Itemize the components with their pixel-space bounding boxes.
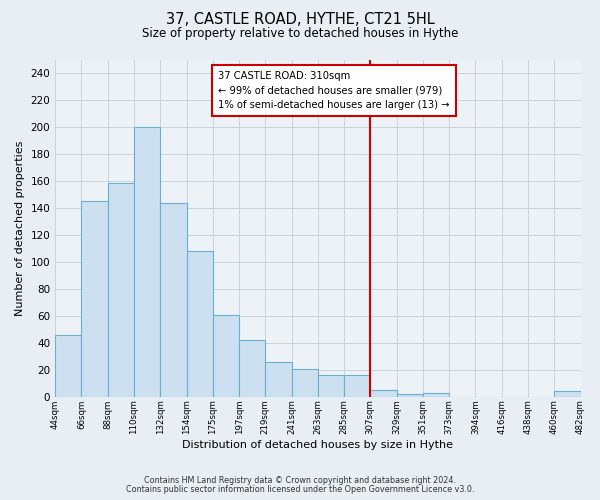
X-axis label: Distribution of detached houses by size in Hythe: Distribution of detached houses by size …	[182, 440, 454, 450]
Bar	[134, 128, 160, 397]
Bar	[55, 335, 82, 397]
Bar	[108, 182, 134, 397]
Bar	[423, 393, 449, 397]
Bar	[292, 368, 318, 397]
Text: 37, CASTLE ROAD, HYTHE, CT21 5HL: 37, CASTLE ROAD, HYTHE, CT21 5HL	[166, 12, 434, 28]
Bar	[397, 394, 423, 397]
Bar	[344, 375, 370, 397]
Bar	[160, 203, 187, 397]
Bar	[187, 252, 213, 397]
Bar	[318, 375, 344, 397]
Text: 37 CASTLE ROAD: 310sqm
← 99% of detached houses are smaller (979)
1% of semi-det: 37 CASTLE ROAD: 310sqm ← 99% of detached…	[218, 71, 449, 110]
Bar	[554, 392, 581, 397]
Y-axis label: Number of detached properties: Number of detached properties	[15, 140, 25, 316]
Bar	[213, 314, 239, 397]
Text: Size of property relative to detached houses in Hythe: Size of property relative to detached ho…	[142, 28, 458, 40]
Bar	[265, 362, 292, 397]
Bar	[82, 202, 108, 397]
Bar	[370, 390, 397, 397]
Text: Contains public sector information licensed under the Open Government Licence v3: Contains public sector information licen…	[126, 484, 474, 494]
Bar	[239, 340, 265, 397]
Text: Contains HM Land Registry data © Crown copyright and database right 2024.: Contains HM Land Registry data © Crown c…	[144, 476, 456, 485]
